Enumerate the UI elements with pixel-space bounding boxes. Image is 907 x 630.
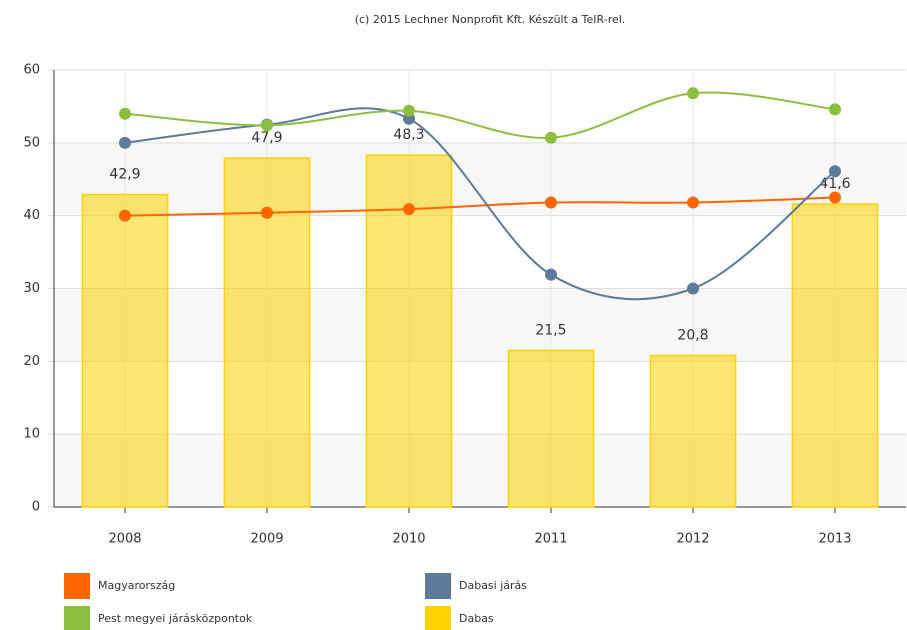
y-tick-label: 50 [23, 135, 40, 150]
marker [829, 103, 841, 116]
x-tick-label: 2009 [250, 532, 283, 547]
marker [687, 196, 699, 209]
legend-swatch [64, 606, 90, 630]
grid-band [54, 434, 906, 507]
x-tick-label: 2012 [676, 532, 709, 547]
marker [119, 136, 131, 149]
marker [545, 268, 557, 281]
y-tick-label: 30 [23, 281, 40, 296]
grid-band [54, 142, 906, 216]
marker [545, 196, 557, 209]
chart-title: (c) 2015 Lechner Nonprofit Kft. Készült … [355, 13, 626, 26]
data-label: 20,8 [677, 328, 708, 344]
marker [829, 165, 841, 178]
marker [119, 209, 131, 222]
x-tick-label: 2010 [392, 532, 425, 547]
x-tick-label: 2011 [534, 532, 567, 547]
x-tick-label: 2013 [818, 532, 851, 547]
x-tick-label: 2008 [108, 532, 141, 547]
data-label: 47,9 [251, 130, 282, 146]
marker [687, 282, 699, 295]
marker [403, 203, 415, 216]
line [124, 196, 836, 217]
legend-label: Dabasi járás [459, 579, 527, 592]
grid-band [54, 288, 906, 362]
bar [507, 349, 595, 508]
y-tick-label: 60 [23, 63, 40, 78]
marker [119, 107, 131, 120]
marker [261, 206, 273, 219]
marker [261, 119, 273, 132]
legend-swatch [425, 573, 451, 599]
data-label: 41,6 [819, 176, 850, 192]
legend-label: Magyarország [98, 579, 175, 592]
legend-label: Pest megyei járásközpontok [98, 612, 253, 625]
data-label: 21,5 [535, 322, 566, 338]
bar [649, 354, 737, 508]
bar [81, 193, 169, 508]
bar [791, 203, 879, 508]
line [124, 91, 836, 139]
y-tick-label: 20 [23, 354, 40, 369]
y-tick-label: 40 [23, 208, 40, 223]
marker [829, 191, 841, 204]
marker [403, 104, 415, 117]
marker [687, 87, 699, 100]
y-tick-label: 0 [32, 500, 40, 515]
y-tick-label: 10 [23, 427, 40, 442]
marker [545, 131, 557, 144]
legend-swatch [425, 606, 451, 630]
data-label: 42,9 [109, 167, 140, 183]
data-label: 48,3 [393, 127, 424, 143]
legend-label: Dabas [459, 612, 494, 625]
legend-swatch [64, 573, 90, 599]
